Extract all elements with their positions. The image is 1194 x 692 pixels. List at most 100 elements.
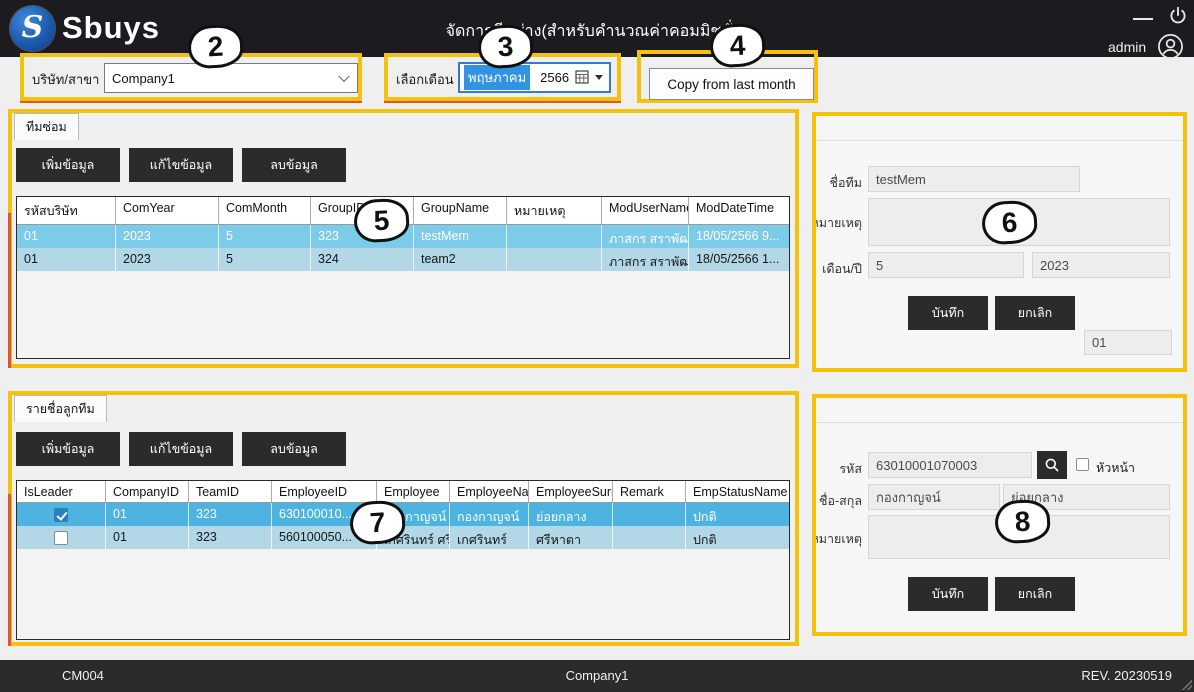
column-header[interactable]: หมายเหตุ xyxy=(507,197,602,224)
power-icon xyxy=(1170,6,1186,24)
member-remark-label: หมายเหตุ xyxy=(816,532,862,546)
company-dropdown-value: Company1 xyxy=(112,70,175,86)
column-header[interactable]: ModDateTime xyxy=(689,197,789,224)
minimize-icon xyxy=(1133,18,1153,20)
chevron-down-icon xyxy=(338,70,350,83)
cell: 01 xyxy=(106,503,189,526)
team-cancel-button[interactable]: ยกเลิก xyxy=(995,296,1075,330)
copy-from-last-month-button[interactable]: Copy from last month xyxy=(649,68,814,100)
column-header[interactable]: Remark xyxy=(613,481,686,502)
minimize-button[interactable] xyxy=(1128,4,1158,26)
month-picker[interactable]: พฤษภาคม 2566 xyxy=(458,62,611,93)
member-add-button[interactable]: เพิ่มข้อมูล xyxy=(16,432,120,466)
team-year-input[interactable]: 2023 xyxy=(1032,252,1170,278)
sbuys-logo-icon: S xyxy=(10,6,55,51)
cell: 18/05/2566 1... xyxy=(689,248,789,271)
column-header[interactable]: GroupID xyxy=(311,197,414,224)
annotation-box-month: เลือกเดือน พฤษภาคม 2566 xyxy=(384,53,621,103)
annotation-box-company: บริษัท/สาขา Company1 xyxy=(20,53,362,103)
cell: ย่อยกลาง xyxy=(529,503,613,526)
team-name-label: ชื่อทีม xyxy=(829,176,862,190)
cell xyxy=(507,225,602,248)
team-section: ทีมซ่อม เพิ่มข้อมูล แก้ไขข้อมูล ลบข้อมูล… xyxy=(12,113,795,364)
column-header[interactable]: Employee xyxy=(377,481,450,502)
column-header[interactable]: EmployeeID xyxy=(272,481,377,502)
tab-team[interactable]: ทีมซ่อม xyxy=(14,113,79,140)
company-dropdown[interactable]: Company1 xyxy=(104,63,358,93)
status-form-code: CM004 xyxy=(62,668,104,683)
column-header[interactable]: EmpStatusName xyxy=(686,481,789,502)
cell: ปกติ xyxy=(686,503,789,526)
leader-checkbox-cell xyxy=(17,526,106,549)
cell: ศรีหาตา xyxy=(529,526,613,549)
title-bar: S Sbuys จัดการทีมช่าง(สำหรับคำนวณค่าคอมม… xyxy=(0,0,1194,60)
company-label: บริษัท/สาขา xyxy=(32,72,100,87)
member-table-header: IsLeader CompanyID TeamID EmployeeID Emp… xyxy=(17,481,789,503)
column-header[interactable]: GroupName xyxy=(414,197,507,224)
annotation-box-team-grid: ทีมซ่อม เพิ่มข้อมูล แก้ไขข้อมูล ลบข้อมูล… xyxy=(8,109,799,368)
cell: 5 xyxy=(219,225,311,248)
cell: เกศรินทร์ xyxy=(450,526,529,549)
team-table-row[interactable]: 01 2023 5 323 testMem ภาสกร สราพัฒ... 18… xyxy=(17,225,789,248)
cell xyxy=(507,248,602,271)
tab-members[interactable]: รายชื่อลูกทีม xyxy=(14,395,107,422)
member-save-button[interactable]: บันทึก xyxy=(908,577,988,611)
cell xyxy=(613,526,686,549)
team-company-code-input[interactable]: 01 xyxy=(1084,330,1172,355)
team-name-input[interactable]: testMem xyxy=(868,166,1080,192)
power-button[interactable] xyxy=(1164,2,1192,30)
column-header[interactable]: ComYear xyxy=(116,197,219,224)
team-month-input[interactable]: 5 xyxy=(868,252,1024,278)
team-add-button[interactable]: เพิ่มข้อมูล xyxy=(16,148,120,182)
status-company: Company1 xyxy=(565,668,629,683)
member-code-label: รหัส xyxy=(839,462,862,476)
status-bar: CM004 Company1 REV. 20230519 xyxy=(0,660,1194,692)
column-header[interactable]: EmployeeName xyxy=(450,481,529,502)
leader-checkbox-cell xyxy=(17,503,106,526)
cell: testMem xyxy=(414,225,507,248)
column-header[interactable]: IsLeader xyxy=(17,481,106,502)
cell: 323 xyxy=(189,526,272,549)
divider xyxy=(816,140,1183,141)
member-table-row[interactable]: 01 323 560100050... เกศรินทร์ ศรี... เกศ… xyxy=(17,526,789,549)
team-delete-button[interactable]: ลบข้อมูล xyxy=(242,148,346,182)
cell: 01 xyxy=(17,248,116,271)
status-revision: REV. 20230519 xyxy=(1081,668,1172,683)
column-header[interactable]: TeamID xyxy=(189,481,272,502)
cell: ปกติ xyxy=(686,526,789,549)
cell: ภาสกร สราพัฒ... xyxy=(602,248,689,271)
member-cancel-button[interactable]: ยกเลิก xyxy=(995,577,1075,611)
cell xyxy=(613,503,686,526)
column-header[interactable]: ComMonth xyxy=(219,197,311,224)
cell: 324 xyxy=(311,248,414,271)
member-edit-button[interactable]: แก้ไขข้อมูล xyxy=(129,432,233,466)
member-code-input[interactable]: 63010001070003 xyxy=(868,452,1032,478)
leader-checkbox[interactable] xyxy=(54,507,68,522)
cell: 01 xyxy=(106,526,189,549)
month-picker-year[interactable]: 2566 xyxy=(540,70,570,85)
calendar-icon[interactable] xyxy=(575,70,589,84)
member-delete-button[interactable]: ลบข้อมูล xyxy=(242,432,346,466)
leader-checkbox[interactable] xyxy=(54,530,68,545)
column-header[interactable]: รหัสบริษัท xyxy=(17,197,116,224)
user-circle-icon[interactable] xyxy=(1157,33,1184,60)
employee-search-button[interactable] xyxy=(1037,451,1067,479)
leader-flag-checkbox[interactable] xyxy=(1076,458,1089,471)
team-save-button[interactable]: บันทึก xyxy=(908,296,988,330)
column-header[interactable]: CompanyID xyxy=(106,481,189,502)
column-header[interactable]: ModUserName xyxy=(602,197,689,224)
cell: ภาสกร สราพัฒ... xyxy=(602,225,689,248)
calendar-dropdown-icon[interactable] xyxy=(595,75,603,80)
member-firstname-input[interactable]: กองกาญจน์ xyxy=(868,484,1000,510)
resize-grip[interactable] xyxy=(1182,680,1192,690)
member-section: รายชื่อลูกทีม เพิ่มข้อมูล แก้ไขข้อมูล ลบ… xyxy=(12,395,795,642)
month-picker-month[interactable]: พฤษภาคม xyxy=(464,65,531,90)
cell: 5 xyxy=(219,248,311,271)
cell: 01 xyxy=(17,225,116,248)
leader-flag-label: หัวหน้า xyxy=(1096,461,1136,475)
team-table-row[interactable]: 01 2023 5 324 team2 ภาสกร สราพัฒ... 18/0… xyxy=(17,248,789,271)
column-header[interactable]: EmployeeSurname xyxy=(529,481,613,502)
team-monthyear-label: เดือน/ปี xyxy=(822,262,862,276)
cell: เกศรินทร์ ศรี... xyxy=(377,526,450,549)
team-edit-button[interactable]: แก้ไขข้อมูล xyxy=(129,148,233,182)
